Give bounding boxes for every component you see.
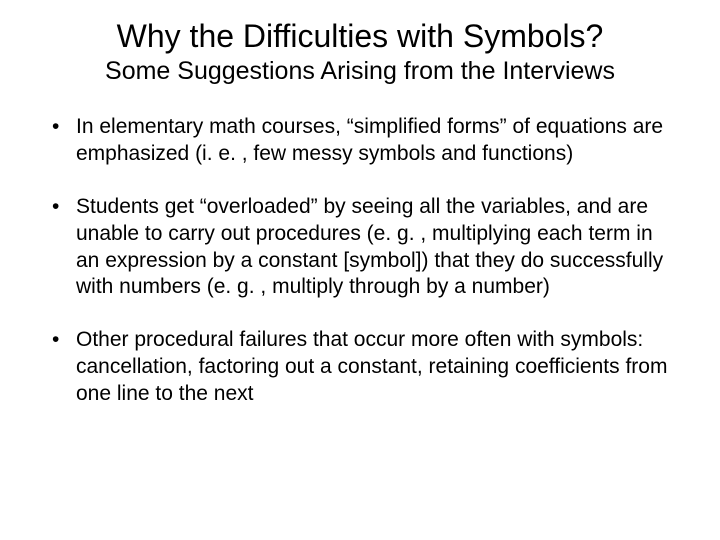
list-item: In elementary math courses, “simplified … (48, 114, 672, 168)
slide-body: In elementary math courses, “simplified … (48, 114, 672, 408)
slide-title: Why the Difficulties with Symbols? (48, 18, 672, 55)
bullet-list: In elementary math courses, “simplified … (48, 114, 672, 408)
list-item: Other procedural failures that occur mor… (48, 327, 672, 408)
list-item: Students get “overloaded” by seeing all … (48, 194, 672, 302)
slide-subtitle: Some Suggestions Arising from the Interv… (48, 57, 672, 86)
slide: Why the Difficulties with Symbols? Some … (0, 0, 720, 540)
